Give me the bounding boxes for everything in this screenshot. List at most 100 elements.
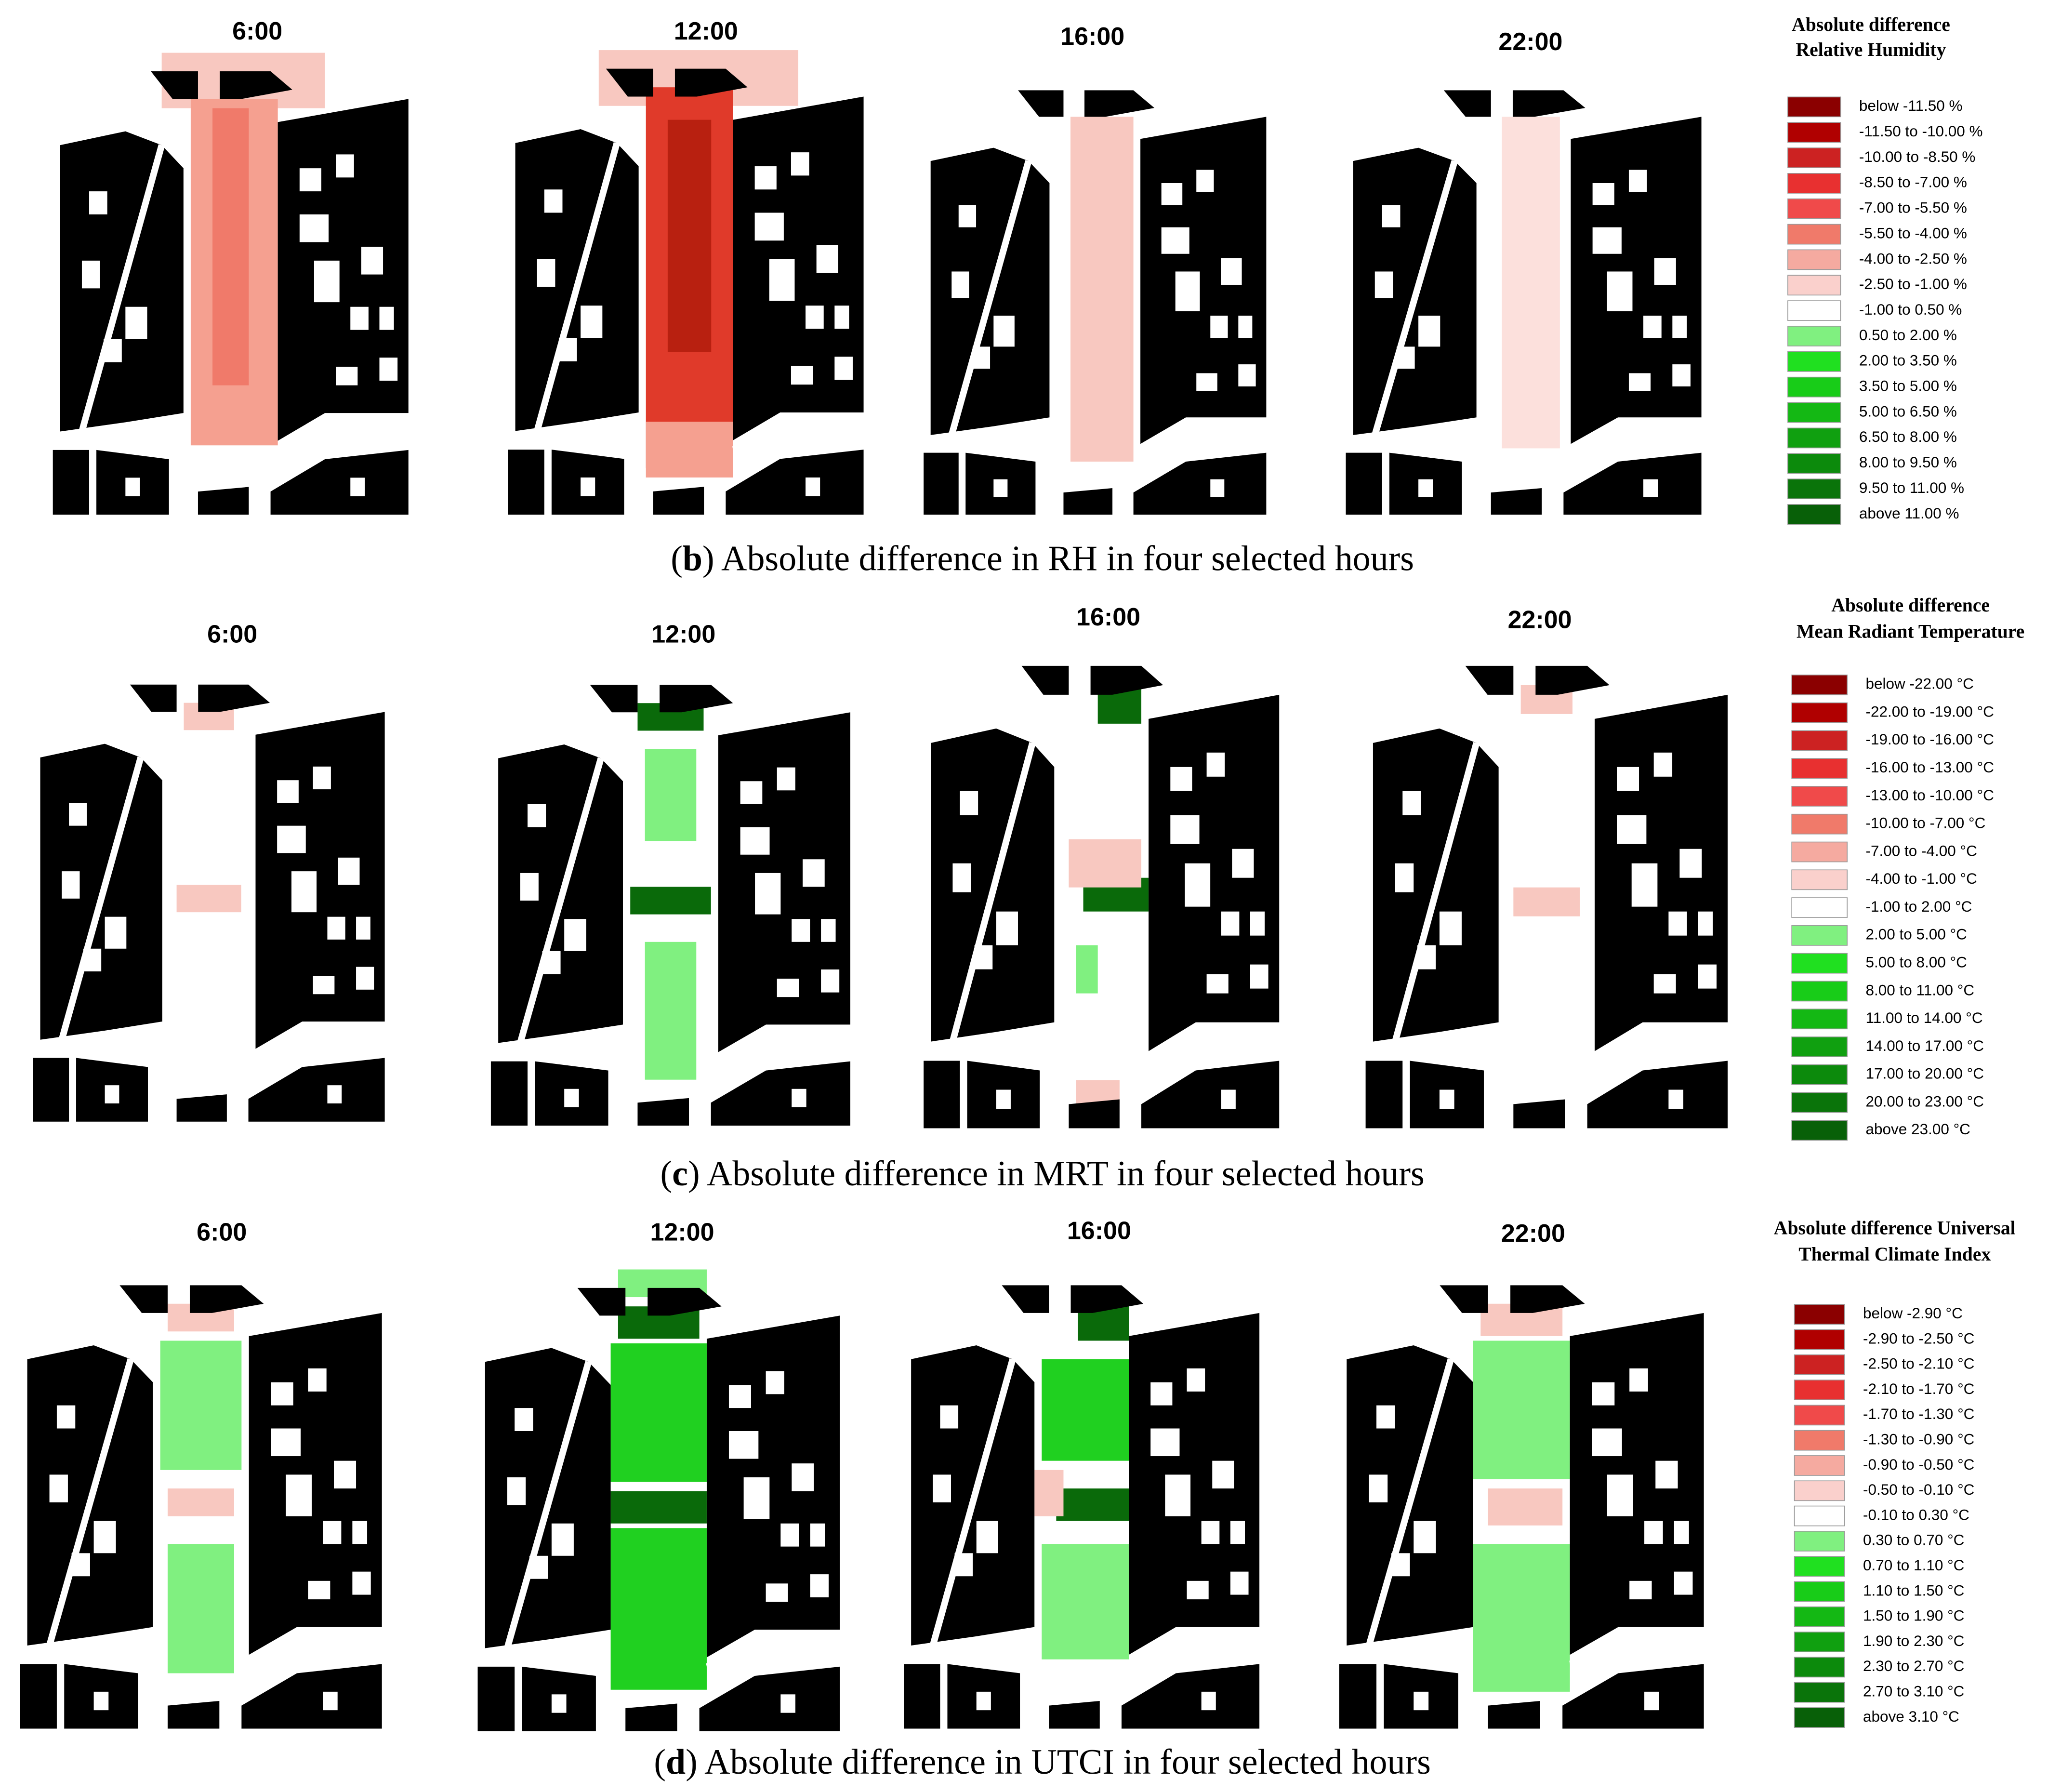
courtyard — [542, 951, 561, 974]
map-overlay — [610, 1491, 707, 1524]
building-block — [653, 487, 704, 515]
legend-label: -5.50 to -4.00 % — [1859, 224, 1967, 241]
district-map — [33, 684, 386, 1122]
legend-label: -8.50 to -7.00 % — [1859, 173, 1967, 191]
legend-swatch — [1794, 1455, 1845, 1476]
courtyard — [1617, 767, 1639, 791]
courtyard — [1644, 1691, 1659, 1711]
courtyard — [125, 306, 147, 339]
courtyard — [83, 948, 102, 972]
district-map — [477, 1269, 841, 1732]
courtyard — [1150, 1428, 1180, 1457]
building-block — [1587, 1061, 1728, 1128]
building-block — [1129, 1313, 1260, 1655]
map-overlay — [167, 1488, 234, 1516]
courtyard — [299, 168, 322, 192]
building-block — [477, 1666, 515, 1732]
street — [706, 1635, 841, 1670]
building-block — [1049, 1701, 1100, 1729]
building-block — [1562, 1664, 1704, 1729]
building-block — [1140, 117, 1267, 444]
courtyard — [1631, 863, 1658, 907]
hour-label: 22:00 — [1498, 28, 1562, 56]
legend-swatch — [1787, 96, 1841, 118]
building-block — [1084, 90, 1155, 117]
legend-label: above 11.00 % — [1859, 504, 1959, 522]
building-block — [176, 1094, 227, 1122]
building-block — [1535, 665, 1610, 695]
legend-label: 1.50 to 1.90 °C — [1863, 1607, 1964, 1624]
building-block — [733, 96, 864, 440]
legend-swatch — [1791, 786, 1848, 807]
legend-label: 2.00 to 5.00 °C — [1866, 926, 1967, 943]
legend-label: below -22.00 °C — [1866, 675, 1974, 692]
courtyard — [780, 1694, 795, 1713]
legend-swatch — [1791, 925, 1848, 946]
map-overlay — [1513, 887, 1580, 916]
courtyard — [105, 1085, 119, 1104]
courtyard — [350, 478, 365, 496]
legend-swatch — [1791, 730, 1848, 751]
legend-swatch — [1787, 173, 1841, 194]
map-overlay — [1473, 1341, 1570, 1479]
legend-label: -2.50 to -1.00 % — [1859, 275, 1967, 292]
courtyard — [1629, 1368, 1648, 1392]
building-block — [490, 1061, 528, 1126]
legend-title: Absolute difference Universal — [1774, 1217, 2016, 1238]
hour-label: 6:00 — [232, 17, 282, 45]
courtyard — [972, 346, 991, 369]
legend-swatch — [1794, 1581, 1845, 1602]
caption-part: ( — [671, 539, 683, 578]
courtyard — [356, 916, 370, 940]
legend-label: 2.70 to 3.10 °C — [1863, 1683, 1964, 1700]
courtyard — [323, 1691, 338, 1711]
building-block — [119, 1285, 168, 1313]
street — [1366, 1358, 1454, 1646]
courtyard — [1206, 752, 1225, 777]
courtyard — [271, 1382, 293, 1406]
legend-label: -2.90 to -2.50 °C — [1863, 1329, 1974, 1347]
map-overlay — [1488, 1488, 1563, 1526]
legend-swatch — [1794, 1304, 1845, 1325]
courtyard — [1418, 316, 1440, 347]
courtyard — [1196, 373, 1217, 391]
street — [1570, 423, 1702, 456]
courtyard — [1185, 863, 1211, 907]
courtyard — [1679, 849, 1702, 878]
courtyard — [327, 916, 345, 940]
courtyard — [1382, 205, 1400, 227]
courtyard — [277, 825, 306, 853]
caption-part: ( — [654, 1742, 666, 1781]
courtyard — [993, 479, 1008, 497]
building-block — [255, 712, 385, 1049]
building-block — [1491, 488, 1542, 515]
courtyard — [1628, 170, 1647, 192]
courtyard — [507, 1477, 526, 1505]
map-overlay — [1042, 1359, 1129, 1461]
building-block — [1121, 1664, 1260, 1729]
courtyard — [1628, 373, 1651, 391]
street — [1569, 1633, 1705, 1668]
legend-title: Thermal Climate Index — [1798, 1244, 1991, 1265]
courtyard — [1607, 1474, 1633, 1516]
legend-swatch — [1791, 953, 1848, 974]
legend-swatch — [1791, 674, 1848, 695]
legend-swatch — [1787, 147, 1841, 168]
building-block — [1571, 117, 1702, 444]
legend-label: 17.00 to 20.00 °C — [1866, 1065, 1984, 1082]
courtyard — [1439, 1089, 1454, 1109]
map-overlay — [645, 942, 697, 1080]
courtyard — [1592, 183, 1614, 205]
legend-swatch — [1787, 427, 1841, 449]
legend-label: 8.00 to 11.00 °C — [1866, 981, 1975, 998]
caption: (d) Absolute difference in UTCI in four … — [654, 1742, 1431, 1781]
courtyard — [740, 827, 770, 855]
courtyard — [327, 1085, 342, 1104]
courtyard — [834, 305, 849, 329]
map-overlay — [176, 885, 241, 913]
street — [255, 1027, 386, 1062]
hour-label: 6:00 — [197, 1218, 247, 1246]
legend-swatch — [1787, 249, 1841, 270]
legend-swatch — [1794, 1354, 1845, 1375]
legend-label: -7.00 to -5.50 % — [1859, 199, 1967, 216]
